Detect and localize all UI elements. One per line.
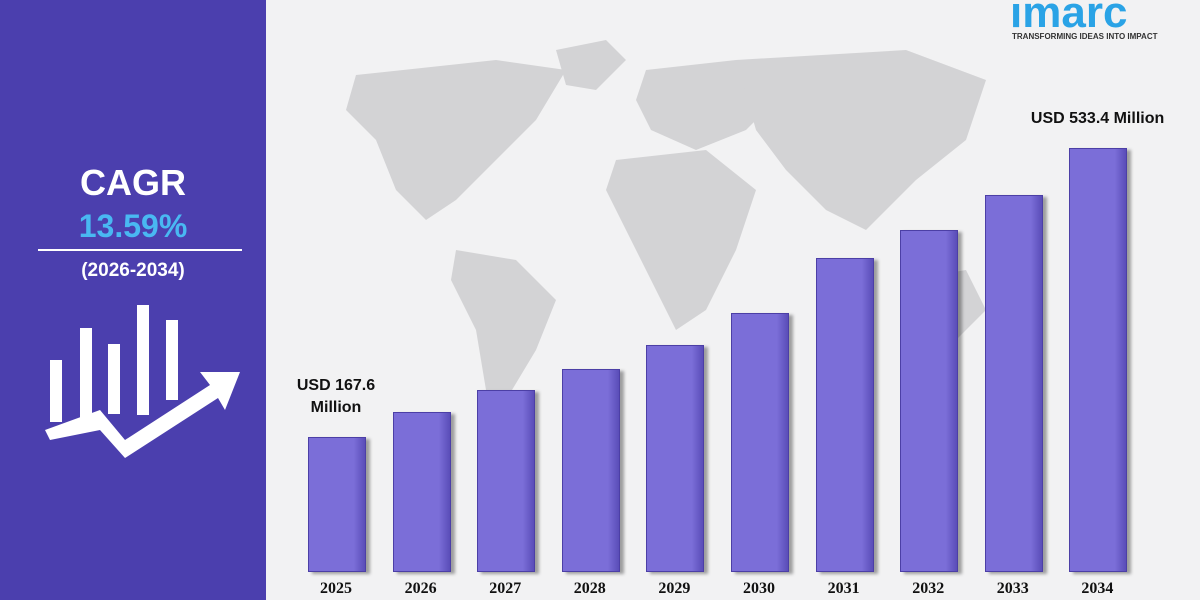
logo-tagline: TRANSFORMING IDEAS INTO IMPACT bbox=[1012, 32, 1158, 41]
bar bbox=[815, 258, 874, 572]
world-map bbox=[346, 40, 986, 400]
bar bbox=[1069, 148, 1128, 572]
x-tick-label: 2025 bbox=[320, 580, 352, 597]
bar bbox=[308, 437, 366, 572]
divider bbox=[38, 249, 242, 251]
bar bbox=[561, 368, 620, 572]
cagr-period: (2026-2034) bbox=[81, 260, 185, 281]
bar bbox=[984, 195, 1043, 572]
bar bbox=[731, 312, 789, 572]
x-tick-label: 2027 bbox=[489, 580, 522, 597]
x-tick-label: 2032 bbox=[912, 580, 945, 597]
bar bbox=[900, 230, 959, 572]
x-tick-label: 2029 bbox=[658, 580, 691, 597]
x-tick-label: 2028 bbox=[573, 580, 606, 597]
bar bbox=[646, 344, 705, 572]
x-tick-label: 2030 bbox=[743, 580, 775, 597]
x-tick-label: 2031 bbox=[827, 580, 860, 597]
value-label: USD 533.4 Million bbox=[1030, 110, 1165, 127]
value-label: USD 167.6 Million bbox=[296, 377, 376, 417]
bar bbox=[392, 412, 451, 572]
cagr-label: CAGR bbox=[80, 162, 186, 203]
sidebar: CAGR 13.59% (2026-2034) bbox=[0, 0, 266, 600]
x-tick-label: 2026 bbox=[404, 580, 437, 597]
bar bbox=[477, 390, 536, 572]
logo: imarc bbox=[1010, 0, 1128, 37]
x-tick-label: 2034 bbox=[1081, 580, 1114, 597]
x-tick-label: 2033 bbox=[996, 580, 1029, 597]
cagr-rate: 13.59% bbox=[78, 208, 188, 244]
growth-icon bbox=[45, 305, 240, 458]
